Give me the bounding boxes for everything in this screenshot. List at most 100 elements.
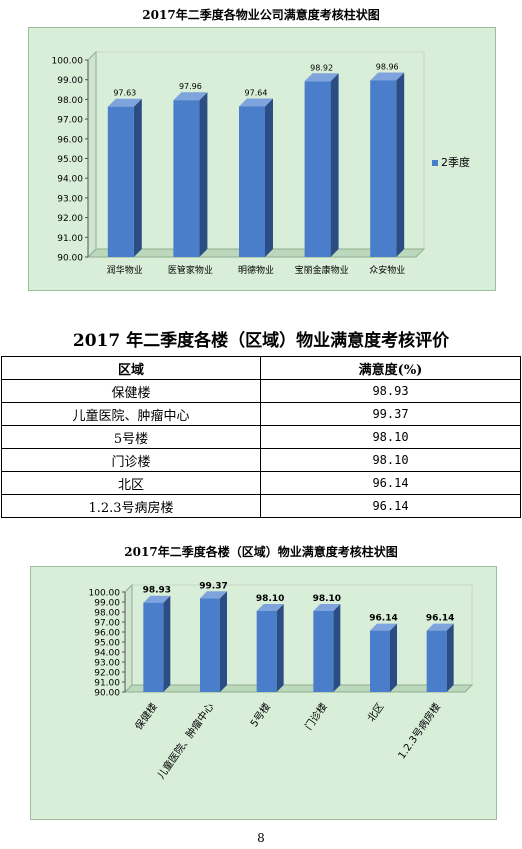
chart1-bar bbox=[107, 106, 134, 258]
chart1-bar-side bbox=[330, 73, 339, 257]
chart1-bar-top bbox=[107, 98, 142, 107]
chart1-ytick-label: 91.00 bbox=[57, 234, 83, 244]
chart2-bar bbox=[370, 630, 390, 692]
chart2-category-label: 保健楼 bbox=[132, 700, 160, 732]
chart2-category-label: 北区 bbox=[365, 701, 386, 724]
legend-label: 2季度 bbox=[441, 156, 470, 169]
chart2-ytick-label: 95.00 bbox=[94, 639, 120, 649]
chart2-data-label: 96.14 bbox=[426, 614, 454, 624]
chart2-ytick-label: 96.00 bbox=[94, 629, 120, 639]
chart2-data-label: 98.10 bbox=[313, 594, 341, 604]
chart1-bar bbox=[370, 80, 397, 257]
chart1-category-label: 众安物业 bbox=[369, 264, 405, 276]
chart2-bar-side bbox=[446, 623, 454, 692]
chart2-bar bbox=[256, 611, 277, 692]
table-row: 门诊楼 98.10 bbox=[1, 448, 521, 472]
cell-region: 1.2.3号病房楼 bbox=[1, 494, 261, 518]
header-satisfaction: 满意度(%) bbox=[260, 356, 521, 380]
chart1-svg: 90.00 91.00 92.00 93.00 94.00 95.00 96.00 97.00… bbox=[52, 50, 426, 276]
chart2-data-label: 98.93 bbox=[143, 586, 171, 596]
chart1-ytick-label: 90.00 bbox=[57, 254, 83, 264]
chart2-category-label: 门诊楼 bbox=[302, 700, 330, 732]
chart1-data-label: 97.64 bbox=[245, 88, 268, 97]
chart2-data-label: 96.14 bbox=[369, 614, 397, 624]
chart1-category-label: 宝丽金康物业 bbox=[295, 264, 349, 276]
chart2-ytick-label: 90.00 bbox=[94, 689, 120, 699]
table-row: 保健楼 98.93 bbox=[1, 379, 521, 403]
chart1-ytick-label: 97.00 bbox=[57, 116, 83, 126]
chart2-ytick-label: 100.00 bbox=[89, 589, 121, 599]
chart1-bar bbox=[304, 81, 331, 257]
table-header-row: 区域 满意度(%) bbox=[1, 356, 521, 380]
chart2-bar-top bbox=[143, 595, 171, 603]
chart1-data-label: 98.92 bbox=[310, 63, 333, 72]
chart1-bar-top bbox=[173, 92, 208, 101]
chart2-ytick-label: 93.00 bbox=[94, 659, 120, 669]
chart1-bar-top bbox=[304, 73, 339, 82]
table-row: 1.2.3号病房楼 96.14 bbox=[1, 494, 521, 518]
chart2-data-label: 98.10 bbox=[256, 594, 284, 604]
chart2-bar-top bbox=[200, 591, 227, 599]
chart1-ytick-label: 98.00 bbox=[57, 96, 83, 106]
chart2-bar-side bbox=[390, 623, 397, 692]
chart2-bar-top bbox=[256, 604, 284, 611]
chart2-category-label: 儿童医院、肿瘤中心 bbox=[154, 700, 216, 781]
chart2-bar-top bbox=[370, 623, 397, 631]
chart1-ytick-label: 99.00 bbox=[57, 76, 83, 86]
chart2-bar-side bbox=[163, 595, 171, 692]
chart1-ytick-label: 94.00 bbox=[57, 175, 83, 185]
chart2-svg: 90.0091.0092.0093.0094.0095.0096.0097.00… bbox=[89, 581, 474, 781]
chart1-bar bbox=[173, 100, 200, 257]
chart1-bar bbox=[239, 106, 265, 257]
chart1-bar-side bbox=[265, 98, 273, 257]
chart1-ytick-label: 93.00 bbox=[57, 194, 83, 204]
chart1-ytick-label: 92.00 bbox=[57, 214, 83, 224]
chart2-bar-side bbox=[276, 604, 284, 692]
chart1-bar-side bbox=[133, 98, 142, 258]
chart2-bar bbox=[313, 611, 334, 692]
chart1-data-label: 97.96 bbox=[179, 82, 202, 91]
page-number: 8 bbox=[257, 831, 265, 845]
chart2-category-label: 5号楼 bbox=[247, 700, 273, 729]
chart1-legend: 2季度 bbox=[432, 154, 470, 170]
legend-swatch-icon bbox=[432, 160, 438, 166]
chart2-ytick-label: 92.00 bbox=[94, 669, 120, 679]
table-row: 北区 96.14 bbox=[1, 471, 521, 495]
cell-value: 98.10 bbox=[260, 448, 521, 472]
cell-region: 门诊楼 bbox=[1, 448, 261, 472]
chart1-ytick-label: 100.00 bbox=[52, 57, 84, 67]
satisfaction-table: 区域 满意度(%) 保健楼 98.93 儿童医院、肿瘤中心 99.37 5号楼 98.… bbox=[1, 356, 521, 518]
chart1-title: 2017年二季度各物业公司满意度考核柱状图 bbox=[142, 8, 380, 22]
chart2-data-label: 99.37 bbox=[199, 581, 227, 591]
chart2-bar-side bbox=[333, 604, 341, 692]
chart2-floor bbox=[123, 684, 474, 693]
chart2-bar-side bbox=[220, 591, 227, 692]
chart1-bar-side bbox=[199, 92, 208, 257]
chart2-ytick-label: 98.00 bbox=[94, 609, 120, 619]
table-row: 5号楼 98.10 bbox=[1, 425, 521, 449]
chart2-ytick-label: 97.00 bbox=[94, 619, 120, 629]
chart2-bar-top bbox=[313, 604, 341, 611]
chart1-bar-top bbox=[370, 72, 405, 81]
chart2-bar-top bbox=[426, 623, 454, 631]
chart2-side-wall bbox=[124, 583, 133, 694]
header-region: 区域 bbox=[1, 356, 261, 380]
chart1-bar-top bbox=[239, 98, 273, 107]
chart2-ytick-label: 99.00 bbox=[94, 599, 120, 609]
chart2-title: 2017年二季度各楼（区域）物业满意度考核柱状图 bbox=[124, 545, 398, 559]
chart1-data-label: 98.96 bbox=[376, 62, 399, 71]
chart1-category-label: 医管家物业 bbox=[168, 264, 213, 276]
cell-value: 96.14 bbox=[260, 494, 521, 518]
chart2-category-label: 1.2.3号病房楼 bbox=[395, 700, 443, 761]
chart1-category-label: 明德物业 bbox=[238, 264, 274, 276]
chart2-ytick-label: 94.00 bbox=[94, 649, 120, 659]
chart1-category-label: 润华物业 bbox=[107, 264, 143, 276]
chart1-bar-side bbox=[396, 72, 405, 257]
chart2-plot-wall bbox=[131, 584, 473, 686]
chart2-ytick-label: 91.00 bbox=[94, 679, 120, 689]
chart2-bar bbox=[200, 598, 220, 692]
cell-region: 保健楼 bbox=[1, 379, 261, 403]
chart1-ytick-label: 95.00 bbox=[57, 155, 83, 165]
chart2-bar bbox=[426, 630, 447, 692]
chart2-bar bbox=[143, 602, 164, 692]
